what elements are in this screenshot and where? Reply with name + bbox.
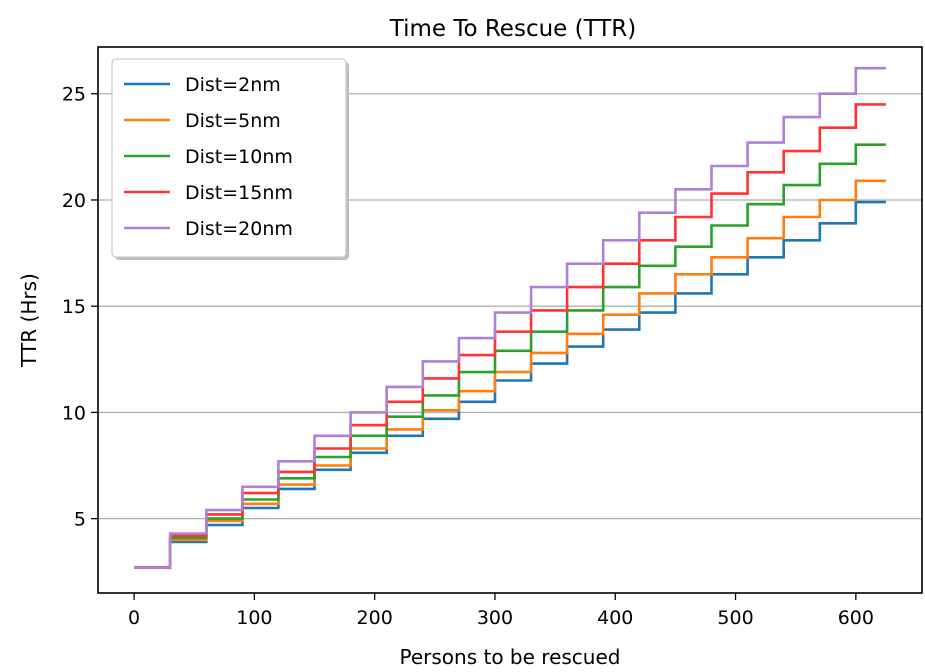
legend-label-4: Dist=15nm	[185, 182, 293, 204]
legend-label-1: Dist=2nm	[185, 74, 281, 96]
y-axis-label: TTR (Hrs)	[17, 273, 41, 368]
x-tick-label: 400	[597, 607, 633, 629]
x-tick-label: 600	[838, 607, 874, 629]
legend: Dist=2nm Dist=5nm Dist=10nm Dist=15nm Dist=2…	[112, 59, 349, 260]
y-tick-label: 25	[62, 84, 86, 106]
x-tick-label: 300	[477, 607, 513, 629]
chart-title: Time To Rescue (TTR)	[389, 16, 637, 42]
x-axis-label: Persons to be rescued	[400, 645, 621, 669]
y-tick-label: 20	[62, 190, 86, 212]
x-tick-label: 100	[236, 607, 272, 629]
x-tick-label: 0	[128, 607, 140, 629]
x-tick-label: 200	[357, 607, 393, 629]
y-tick-label: 5	[74, 509, 86, 531]
legend-label-2: Dist=5nm	[185, 110, 281, 132]
y-tick-label: 15	[62, 296, 86, 318]
y-tick-label: 10	[62, 402, 86, 424]
x-tick-label: 500	[717, 607, 753, 629]
legend-label-5: Dist=20nm	[185, 218, 293, 240]
legend-label-3: Dist=10nm	[185, 146, 293, 168]
